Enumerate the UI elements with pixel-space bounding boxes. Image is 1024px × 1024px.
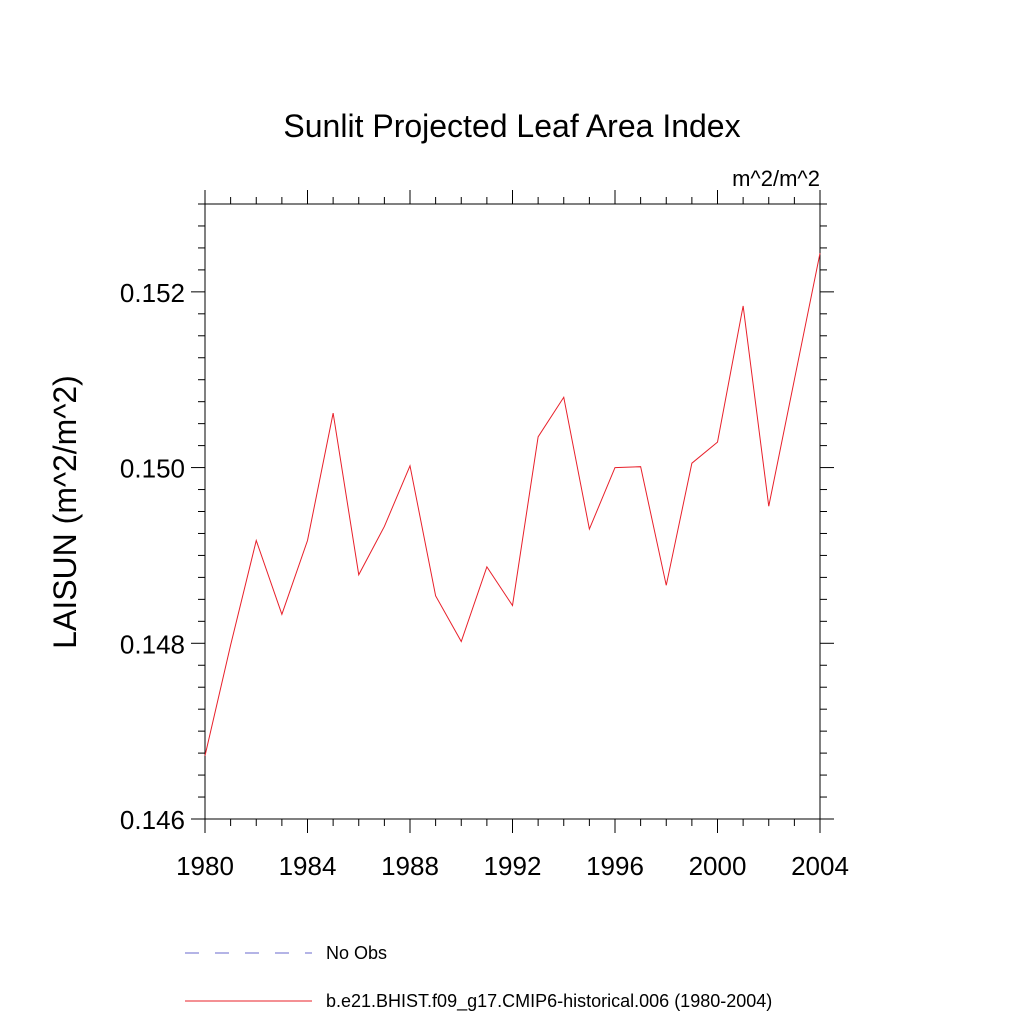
- y-axis-label: LAISUN (m^2/m^2): [47, 375, 83, 649]
- units-label: m^2/m^2: [732, 166, 820, 191]
- legend: No Obs b.e21.BHIST.f09_g17.CMIP6-histori…: [185, 943, 772, 1012]
- plot-frame: [204, 203, 821, 820]
- x-tick-label-1996: 1996: [586, 851, 644, 881]
- x-tick-label-1992: 1992: [484, 851, 542, 881]
- series-line-1: [204, 253, 821, 756]
- series-layer: [204, 253, 821, 756]
- legend-label-no-obs: No Obs: [326, 943, 387, 963]
- ticks-layer: 1980 1984 1988 1992 1996 2000 2004 0.146 0.148 0.…: [120, 190, 849, 881]
- x-tick-label-1980: 1980: [176, 851, 234, 881]
- x-tick-label-1988: 1988: [381, 851, 439, 881]
- x-tick-label-2000: 2000: [689, 851, 747, 881]
- chart-title: Sunlit Projected Leaf Area Index: [283, 108, 740, 144]
- y-tick-label: 0.152: [120, 278, 185, 308]
- y-tick-label: 0.146: [120, 805, 185, 835]
- legend-label-historical: b.e21.BHIST.f09_g17.CMIP6-historical.006…: [326, 991, 772, 1012]
- x-tick-label-2004: 2004: [791, 851, 849, 881]
- x-tick-label-1984: 1984: [279, 851, 337, 881]
- y-tick-label: 0.150: [120, 454, 185, 484]
- y-tick-label: 0.148: [120, 629, 185, 659]
